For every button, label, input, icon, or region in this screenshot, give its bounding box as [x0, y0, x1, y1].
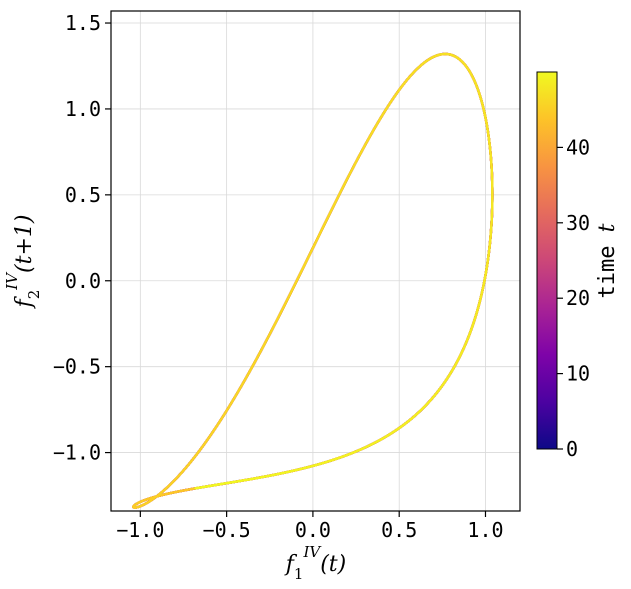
trajectory-segment	[388, 95, 396, 105]
trajectory-segment	[338, 182, 347, 195]
trajectory-segment	[217, 414, 225, 424]
trajectory	[132, 52, 494, 509]
trajectory-segment	[260, 337, 269, 350]
trajectory-segment	[484, 263, 489, 275]
colorbar-title-var: t	[595, 223, 620, 232]
trajectory-segment	[250, 356, 259, 369]
trajectory-segment	[343, 172, 352, 185]
trajectory-segment	[291, 276, 300, 290]
trajectory-segment	[194, 486, 201, 490]
x-tick-label: 0.0	[295, 518, 331, 542]
trajectory-segment	[265, 328, 274, 341]
y-tick-label: 0.0	[65, 269, 101, 293]
trajectory-segment	[489, 153, 493, 165]
trajectory-segment	[209, 427, 216, 437]
colorbar-tick-label: 0	[566, 437, 578, 461]
trajectory-segment	[241, 374, 249, 386]
trajectory-segment	[475, 303, 481, 314]
y-tick-label: 1.0	[65, 97, 101, 121]
trajectory-segment	[397, 82, 405, 92]
trajectory-segment	[296, 266, 305, 280]
trajectory-segment	[393, 88, 401, 98]
trajectory-segment	[487, 247, 491, 259]
trajectory-segment	[359, 143, 367, 156]
trajectory-segment	[378, 109, 387, 121]
trajectory-segment	[483, 272, 488, 283]
trajectory-segment	[231, 391, 239, 402]
trajectory-segment	[227, 399, 235, 410]
y-axis-label: f2IV(t+1)	[3, 215, 43, 310]
trajectory-segment	[477, 295, 483, 306]
trajectory-segment	[485, 255, 490, 267]
x-tick-label: −0.5	[203, 518, 251, 542]
trajectory-segment	[204, 434, 212, 443]
trajectory-segment	[468, 324, 474, 335]
trajectory-segment	[489, 221, 493, 233]
y-axis: −1.0 −0.5 0.0 0.5 1.0 1.5	[53, 11, 111, 465]
trajectory-segment	[481, 280, 486, 291]
plot-frame	[110, 10, 521, 512]
trajectory-segment	[369, 125, 377, 137]
trajectory-segment	[312, 234, 321, 248]
colorbar-tick-label: 40	[566, 135, 590, 159]
trajectory-segment	[276, 308, 284, 321]
trajectory-segment	[222, 406, 230, 417]
trajectory-segment	[302, 255, 310, 269]
trajectory-segment	[488, 145, 492, 157]
trajectory-segment	[473, 310, 479, 321]
trajectory-segment	[487, 137, 492, 149]
trajectory-segment	[374, 117, 382, 129]
y-tick-label: −0.5	[53, 355, 101, 379]
trajectory-segment	[286, 287, 295, 301]
trajectory-segment	[485, 122, 490, 133]
trajectory-segment	[488, 238, 492, 250]
trajectory-segment	[364, 134, 372, 146]
x-tick-label: −1.0	[116, 518, 164, 542]
colorbar-title: time t	[595, 223, 620, 298]
x-tick-label: 0.5	[381, 518, 417, 542]
trajectory-segment	[281, 297, 289, 311]
x-axis: −1.0 −0.5 0.0 0.5 1.0	[116, 511, 504, 542]
trajectory-segment	[479, 287, 484, 299]
trajectory-segment	[236, 383, 244, 394]
trajectory-segment	[322, 213, 331, 227]
trajectory-segment	[317, 223, 326, 237]
trajectory-segment	[484, 115, 488, 125]
colorbar-tick-label: 30	[566, 211, 590, 235]
trajectory-segment	[246, 365, 254, 377]
grid	[111, 11, 520, 511]
y-tick-label: 0.5	[65, 183, 101, 207]
trajectory-segment	[328, 202, 336, 216]
trajectory-segment	[213, 421, 221, 431]
trajectory-segment	[354, 152, 362, 165]
colorbar-ticks: 0 10 20 30 40	[557, 135, 590, 461]
colorbar: 0 10 20 30 40 time t	[536, 71, 620, 461]
colorbar-title-main: time	[595, 246, 620, 299]
colorbar-gradient	[536, 71, 558, 450]
colorbar-tick-label: 20	[566, 286, 590, 310]
y-tick-label: 1.5	[65, 11, 101, 35]
trajectory-segment	[255, 347, 264, 360]
y-tick-label: −1.0	[53, 441, 101, 465]
colorbar-tick-label: 10	[566, 362, 590, 386]
trajectory-segment	[383, 102, 391, 113]
plot-area	[111, 11, 520, 511]
trajectory-segment	[471, 317, 477, 328]
trajectory-segment	[333, 192, 341, 206]
trajectory-segment	[271, 318, 279, 331]
trajectory-segment	[486, 130, 491, 141]
trajectory-segment	[489, 230, 493, 242]
x-axis-label: f1IV(t)	[284, 543, 346, 583]
trajectory-segment	[348, 162, 357, 175]
x-tick-label: 1.0	[467, 518, 503, 542]
trajectory-segment	[307, 245, 315, 259]
